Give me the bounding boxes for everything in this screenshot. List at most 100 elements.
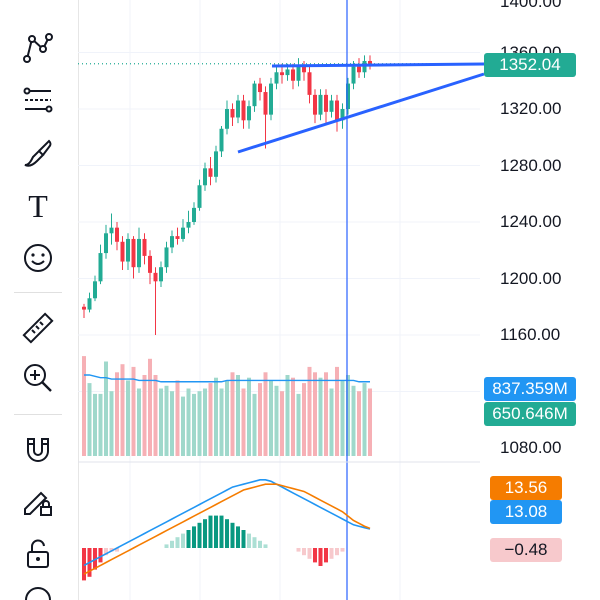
price-label: 1200.00 bbox=[500, 269, 562, 288]
volume-bar bbox=[164, 385, 169, 456]
volume-bar bbox=[87, 383, 92, 456]
volume-bar bbox=[230, 372, 235, 456]
candle-body bbox=[131, 238, 136, 268]
macd-histogram-bar bbox=[186, 530, 191, 548]
macd-histogram-bar bbox=[307, 548, 312, 559]
macd-histogram-bar bbox=[208, 515, 213, 548]
zoom-tool[interactable] bbox=[8, 356, 68, 400]
macd-histogram-bar bbox=[318, 548, 323, 566]
signal-line bbox=[83, 483, 371, 575]
volume-bar bbox=[197, 391, 202, 456]
last-price-badge: 1352.04 bbox=[484, 53, 576, 77]
volume-bar bbox=[186, 388, 191, 456]
candle-body bbox=[148, 255, 152, 273]
macd-histogram-bar bbox=[340, 548, 345, 552]
macd-value-badge: 13.08 bbox=[490, 500, 562, 524]
macd-histogram-bar bbox=[104, 548, 108, 556]
volume-bar bbox=[225, 380, 229, 456]
magnet-icon bbox=[27, 438, 49, 462]
candle-body bbox=[318, 94, 323, 115]
volume-bar bbox=[192, 393, 196, 456]
pattern-icon bbox=[23, 33, 53, 63]
macd-line bbox=[83, 479, 371, 567]
volume-bar bbox=[258, 383, 262, 456]
candle-body bbox=[335, 100, 339, 121]
lock-drawings-tool[interactable] bbox=[8, 480, 68, 524]
ruler-icon bbox=[22, 312, 54, 344]
volume-bar bbox=[318, 377, 323, 456]
volume-ma-badge: 837.359M bbox=[484, 377, 576, 401]
volume-bar bbox=[137, 388, 141, 456]
candle-body bbox=[159, 267, 163, 282]
macd-histogram-bar bbox=[313, 548, 317, 563]
signal-value-badge: 13.56 bbox=[490, 476, 562, 500]
candle-body bbox=[357, 66, 361, 73]
volume-bar bbox=[181, 396, 185, 456]
pattern-tool[interactable] bbox=[8, 26, 68, 70]
volume-bar bbox=[98, 393, 103, 456]
macd-histogram-bar bbox=[247, 533, 251, 548]
magnet-tool[interactable] bbox=[8, 428, 68, 472]
emoji-tool[interactable] bbox=[8, 236, 68, 280]
volume-bar bbox=[269, 380, 273, 456]
volume-bar bbox=[120, 364, 125, 456]
candle-body bbox=[87, 298, 92, 310]
candle-body bbox=[230, 109, 235, 118]
volume-bar bbox=[346, 375, 350, 456]
price-label: 1280.00 bbox=[500, 156, 562, 175]
candle-body bbox=[82, 306, 86, 310]
brush-tool[interactable] bbox=[8, 132, 68, 176]
volume-bar bbox=[148, 358, 152, 456]
volume-bar bbox=[280, 391, 284, 456]
volume-bar bbox=[362, 383, 367, 456]
text-tool[interactable]: T bbox=[8, 184, 68, 228]
macd-histogram-bar bbox=[164, 544, 169, 548]
macd-histogram-bar bbox=[197, 522, 202, 548]
candle-body bbox=[225, 109, 229, 129]
candle-body bbox=[296, 66, 301, 81]
candle-body bbox=[186, 222, 191, 228]
trendline-rising[interactable] bbox=[237, 72, 485, 154]
candle-body bbox=[170, 236, 174, 248]
candle-body bbox=[285, 69, 290, 76]
volume-bar bbox=[329, 388, 334, 456]
volume-bar bbox=[142, 375, 147, 456]
volume-bar bbox=[340, 380, 345, 456]
volume-bar bbox=[115, 372, 119, 456]
macd-histogram-bar bbox=[82, 548, 86, 581]
price-label: 1240.00 bbox=[500, 212, 562, 231]
candles bbox=[82, 55, 372, 335]
volume-bar bbox=[109, 391, 114, 456]
candle-body bbox=[302, 66, 306, 73]
fib-tool[interactable] bbox=[8, 78, 68, 122]
volume-bar bbox=[291, 377, 295, 456]
volume-bar bbox=[170, 391, 174, 456]
trendline-horizontal[interactable] bbox=[271, 62, 485, 68]
volume-bar bbox=[263, 372, 268, 456]
candle-body bbox=[164, 247, 169, 268]
candle-body bbox=[93, 281, 97, 299]
macd-histogram-bar bbox=[263, 544, 268, 548]
macd-histogram-bar bbox=[115, 548, 119, 552]
toolbar-separator bbox=[14, 414, 62, 415]
ruler-tool[interactable] bbox=[8, 306, 68, 350]
candle-body bbox=[351, 66, 356, 84]
macd-histogram-bar bbox=[324, 548, 328, 563]
volume-ma-line bbox=[84, 374, 370, 383]
candle-body bbox=[153, 272, 158, 282]
candle-body bbox=[263, 92, 268, 115]
more-tools[interactable] bbox=[8, 586, 68, 600]
volume-bar bbox=[93, 393, 97, 456]
macd-histogram-bar bbox=[241, 530, 246, 548]
macd-histogram-bar bbox=[203, 519, 207, 548]
candle-body bbox=[181, 227, 185, 239]
candle-body bbox=[192, 207, 196, 222]
volume-bar bbox=[274, 385, 279, 456]
price-label: 1080.00 bbox=[500, 438, 562, 457]
candle-body bbox=[252, 83, 257, 107]
candle-body bbox=[120, 241, 125, 262]
volume-bar bbox=[203, 388, 207, 456]
macd-histogram-bar bbox=[109, 548, 114, 552]
unlock-tool[interactable] bbox=[8, 532, 68, 576]
